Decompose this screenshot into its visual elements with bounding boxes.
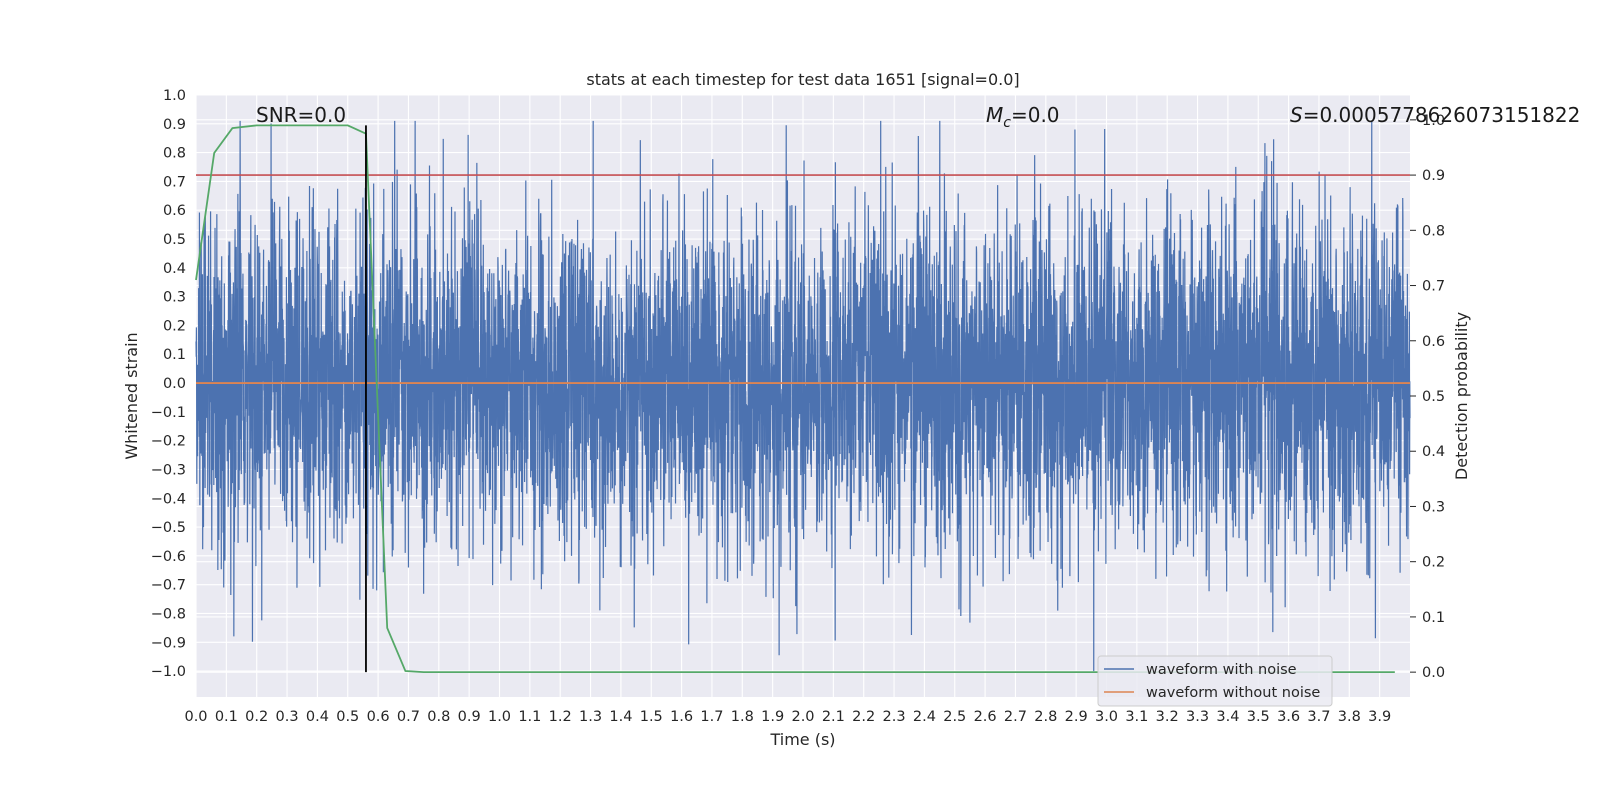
x-tick-label: 3.5 xyxy=(1247,709,1270,725)
y-tick-label: 0.1 xyxy=(163,347,186,363)
y-tick-label: 0.2 xyxy=(163,318,186,334)
x-tick-label: 3.8 xyxy=(1338,709,1361,725)
score-value: =0.0005778626073151822 xyxy=(1303,103,1581,127)
y-tick-label: 0.5 xyxy=(163,232,186,248)
y-tick-label: 0.3 xyxy=(163,290,186,306)
y2-tick-label: 0.2 xyxy=(1422,555,1445,571)
x-tick-label: 0.7 xyxy=(397,709,420,725)
x-tick-label: 0.5 xyxy=(336,709,359,725)
x-tick-label: 2.0 xyxy=(791,709,814,725)
waveform-with-noise-series xyxy=(195,120,1411,672)
y-tick-label: 0.7 xyxy=(163,174,186,190)
y-tick-label: −0.5 xyxy=(151,520,186,536)
y-tick-label: −0.1 xyxy=(151,405,186,421)
y2-tick-label: 1.0 xyxy=(1422,113,1445,129)
chirp-mass-annotation: Mc=0.0 xyxy=(986,103,1060,131)
x-tick-label: 1.0 xyxy=(488,709,511,725)
x-tick-label: 3.1 xyxy=(1125,709,1148,725)
x-tick-label: 1.3 xyxy=(579,709,602,725)
x-tick-label: 0.2 xyxy=(245,709,268,725)
x-tick-label: 2.1 xyxy=(822,709,845,725)
x-tick-label: 3.4 xyxy=(1216,709,1239,725)
x-tick-label: 1.2 xyxy=(549,709,572,725)
x-tick-label: 0.9 xyxy=(458,709,481,725)
x-tick-label: 1.6 xyxy=(670,709,693,725)
x-tick-label: 0.6 xyxy=(367,709,390,725)
y-tick-label: 0.6 xyxy=(163,203,186,219)
y2-tick-label: 0.5 xyxy=(1422,389,1445,405)
x-tick-label: 3.3 xyxy=(1186,709,1209,725)
x-tick-label: 1.5 xyxy=(640,709,663,725)
x-tick-label: 3.7 xyxy=(1307,709,1330,725)
noise-waveform-line xyxy=(195,120,1411,672)
chirp-mass-subscript: c xyxy=(1003,115,1011,131)
y-tick-label: 0.4 xyxy=(163,261,186,277)
x-tick-label: 2.2 xyxy=(852,709,875,725)
y-tick-label: −0.7 xyxy=(151,578,186,594)
y-tick-label: −0.6 xyxy=(151,549,186,565)
x-tick-label: 0.1 xyxy=(215,709,238,725)
x-tick-label: 2.9 xyxy=(1065,709,1088,725)
legend-box xyxy=(1097,655,1333,707)
y2-axis-ticks: 1.0 0.9 0.8 0.7 0.6 0.5 0.4 0.3 0.2 0.1 0.0 xyxy=(1410,113,1445,681)
x-tick-label: 1.8 xyxy=(731,709,754,725)
snr-annotation: SNR=0.0 xyxy=(256,103,346,127)
x-tick-label: 2.3 xyxy=(883,709,906,725)
x-tick-label: 2.4 xyxy=(913,709,936,725)
y-axis-ticks: 1.0 0.9 0.8 0.7 0.6 0.5 0.4 0.3 0.2 0.1 0.0 −0.1 −0.… xyxy=(151,88,186,680)
y-tick-label: −1.0 xyxy=(151,664,186,680)
x-tick-label: 3.6 xyxy=(1277,709,1300,725)
x-tick-label: 1.4 xyxy=(609,709,632,725)
overlays xyxy=(195,124,1410,674)
y2-tick-label: 0.3 xyxy=(1422,499,1445,515)
y2-tick-label: 0.9 xyxy=(1422,168,1445,184)
x-tick-label: 2.7 xyxy=(1004,709,1027,725)
y-axis-label: Whitened strain xyxy=(122,332,141,459)
y-tick-label: −0.2 xyxy=(151,434,186,450)
chirp-mass-value: =0.0 xyxy=(1011,103,1060,127)
x-tick-label: 1.9 xyxy=(761,709,784,725)
y2-axis-label: Detection probability xyxy=(1452,312,1471,480)
x-tick-label: 3.9 xyxy=(1368,709,1391,725)
y2-tick-label: 0.6 xyxy=(1422,334,1445,350)
y2-tick-label: 0.1 xyxy=(1422,610,1445,626)
y-tick-label: 1.0 xyxy=(163,88,186,104)
chart-title: stats at each timestep for test data 165… xyxy=(586,70,1019,89)
x-tick-label: 2.5 xyxy=(943,709,966,725)
y-tick-label: 0.8 xyxy=(163,146,186,162)
x-tick-label: 1.1 xyxy=(518,709,541,725)
legend-entry-clean: waveform without noise xyxy=(1146,685,1320,701)
x-axis-ticks: 0.0 0.1 0.2 0.3 0.4 0.5 0.6 0.7 0.8 0.9 1.0 1.1 1.2 1… xyxy=(184,709,1391,725)
x-tick-label: 2.8 xyxy=(1034,709,1057,725)
legend: waveform with noise waveform without noi… xyxy=(1097,655,1333,707)
y2-tick-label: 0.4 xyxy=(1422,444,1445,460)
y-tick-label: −0.8 xyxy=(151,606,186,622)
x-tick-label: 0.4 xyxy=(306,709,329,725)
y-tick-label: −0.3 xyxy=(151,462,186,478)
x-tick-label: 0.3 xyxy=(276,709,299,725)
y2-tick-label: 0.8 xyxy=(1422,223,1445,239)
y-tick-label: −0.9 xyxy=(151,635,186,651)
y2-tick-label: 0.0 xyxy=(1422,665,1445,681)
x-tick-label: 2.6 xyxy=(974,709,997,725)
legend-entry-noise: waveform with noise xyxy=(1146,662,1297,678)
chirp-mass-symbol: M xyxy=(986,103,1003,127)
x-tick-label: 0.0 xyxy=(184,709,207,725)
x-tick-label: 0.8 xyxy=(427,709,450,725)
y-tick-label: 0.9 xyxy=(163,117,186,133)
score-annotation: S=0.0005778626073151822 xyxy=(1290,103,1580,127)
x-axis-label: Time (s) xyxy=(769,730,835,749)
y-tick-label: −0.4 xyxy=(151,491,186,507)
x-tick-label: 3.0 xyxy=(1095,709,1118,725)
score-symbol: S xyxy=(1290,103,1303,127)
y2-tick-label: 0.7 xyxy=(1422,279,1445,295)
x-tick-label: 3.2 xyxy=(1156,709,1179,725)
y-tick-label: 0.0 xyxy=(163,376,186,392)
x-tick-label: 1.7 xyxy=(700,709,723,725)
